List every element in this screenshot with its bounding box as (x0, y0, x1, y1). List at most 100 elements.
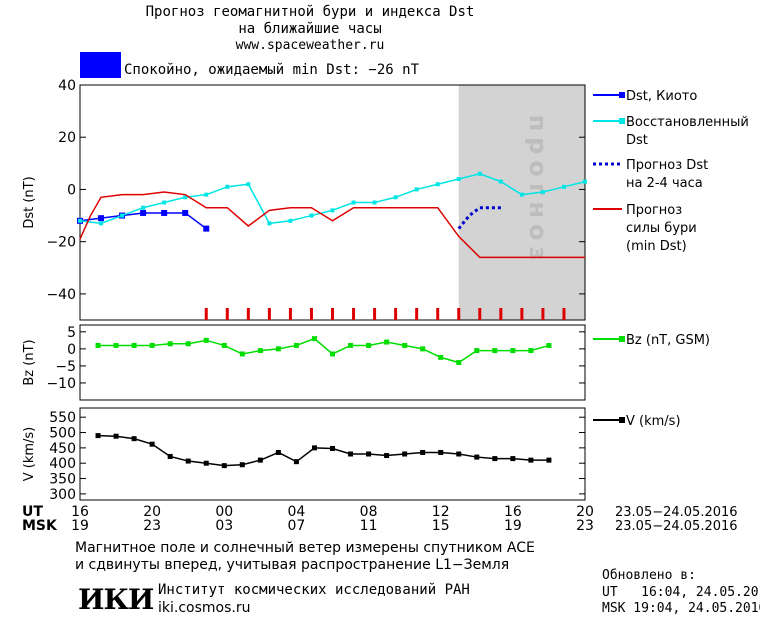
institute-url[interactable]: iki.cosmos.ru (158, 600, 251, 616)
measurement-note-1: Магнитное поле и солнечный ветер измерен… (75, 540, 535, 556)
data-point (474, 348, 480, 354)
data-point (221, 463, 227, 469)
series-line (98, 337, 550, 364)
ut-axis-tick: 00 (215, 504, 233, 520)
data-point (420, 449, 426, 455)
data-point (161, 209, 168, 216)
series-line (79, 191, 585, 259)
ut-axis-date-range: 23.05−24.05.2016 (615, 505, 738, 520)
legend-label: силы бури (626, 221, 697, 236)
data-point (149, 441, 155, 447)
legend-marker (619, 118, 625, 124)
bz-y-label: Bz (nT) (22, 339, 37, 385)
ut-axis-tick: 20 (576, 504, 594, 520)
data-point (167, 341, 173, 347)
y-tick-label: −5 (55, 359, 76, 375)
forecast-red-ticks (204, 308, 566, 320)
data-point (288, 218, 293, 223)
data-point (402, 342, 408, 348)
data-point (438, 354, 444, 360)
data-point (435, 182, 440, 187)
ut-axis-tick: 16 (71, 504, 89, 520)
msk-axis-label: MSK (22, 518, 58, 534)
data-point (239, 351, 245, 357)
data-point (239, 462, 245, 468)
ut-axis-tick: 04 (288, 504, 306, 520)
data-point (98, 215, 105, 222)
v-series (95, 433, 552, 469)
data-point (498, 179, 503, 184)
ut-axis-tick: 20 (143, 504, 161, 520)
legend-label: V (km/s) (626, 414, 681, 429)
data-point (183, 195, 188, 200)
bz-panel: 50−5−10 Bz (nT) (22, 324, 586, 401)
status-text: Спокойно, ожидаемый min Dst: −26 nT (124, 62, 420, 78)
forecast-band (458, 85, 585, 320)
data-point (402, 451, 408, 457)
v-y-label: V (km/s) (22, 427, 37, 482)
data-point (182, 209, 189, 216)
v-frame (79, 407, 586, 501)
y-tick-label: −10 (46, 376, 76, 392)
series-line (457, 206, 501, 230)
status-indicator (80, 52, 121, 78)
data-point (561, 184, 566, 189)
data-point (456, 177, 461, 181)
data-point (330, 445, 335, 451)
y-tick-label: 500 (49, 426, 76, 442)
y-tick-label: 400 (49, 456, 76, 472)
updated-label: Обновлено в: (602, 568, 696, 583)
data-point (257, 348, 263, 354)
data-point (546, 342, 552, 348)
y-tick-label: −40 (46, 287, 76, 303)
y-tick-label: 550 (49, 410, 76, 426)
data-point (246, 182, 251, 187)
legend: Dst, Киото Восстановленный Dst Прогноз Dst н… (593, 89, 749, 429)
y-tick-label: 350 (49, 472, 76, 488)
data-point (131, 436, 137, 442)
data-point (528, 348, 534, 354)
data-point (366, 342, 372, 348)
data-point (311, 336, 317, 342)
data-point (309, 213, 314, 218)
dst-series (77, 171, 587, 259)
updated-msk: MSK 19:04, 24.05.2016 (602, 601, 760, 616)
x-axis-labels: UT 16 20 00 04 08 12 16 20 23.05−24.05.2016 MSK 19 2… (22, 504, 738, 534)
data-point (141, 205, 146, 210)
data-point (477, 171, 482, 176)
data-point (257, 457, 263, 463)
y-tick-label: 40 (58, 78, 76, 94)
data-point (293, 459, 299, 465)
data-point (456, 360, 462, 365)
data-point (131, 342, 137, 348)
msk-axis-tick: 23 (576, 518, 594, 534)
data-point (414, 187, 419, 192)
data-point (492, 348, 498, 354)
data-point (293, 342, 299, 348)
y-tick-label: 300 (49, 487, 76, 503)
msk-axis-tick: 03 (215, 518, 233, 534)
bz-series (95, 336, 552, 365)
data-point (420, 346, 426, 352)
institute-name: Институт космических исследований РАН (158, 582, 470, 598)
data-point (384, 339, 390, 345)
data-point (99, 221, 104, 226)
site-url[interactable]: www.spaceweather.ru (235, 38, 385, 53)
legend-label: Прогноз Dst (626, 158, 708, 173)
data-point (384, 453, 390, 459)
data-point (275, 346, 281, 352)
msk-axis-tick: 11 (360, 518, 378, 534)
legend-label: Dst (626, 133, 648, 148)
data-point (185, 458, 191, 464)
data-point (203, 460, 209, 466)
legend-label: Bz (nT, GSM) (626, 333, 710, 348)
page-title: Прогноз геомагнитной бури и индекса Dst (145, 4, 475, 20)
data-point (149, 342, 155, 348)
data-point (167, 453, 173, 459)
y-tick-label: 5 (67, 325, 76, 341)
data-point (267, 221, 272, 226)
data-point (275, 449, 281, 455)
legend-marker (619, 417, 625, 423)
legend-label: Восстановленный (626, 115, 749, 130)
